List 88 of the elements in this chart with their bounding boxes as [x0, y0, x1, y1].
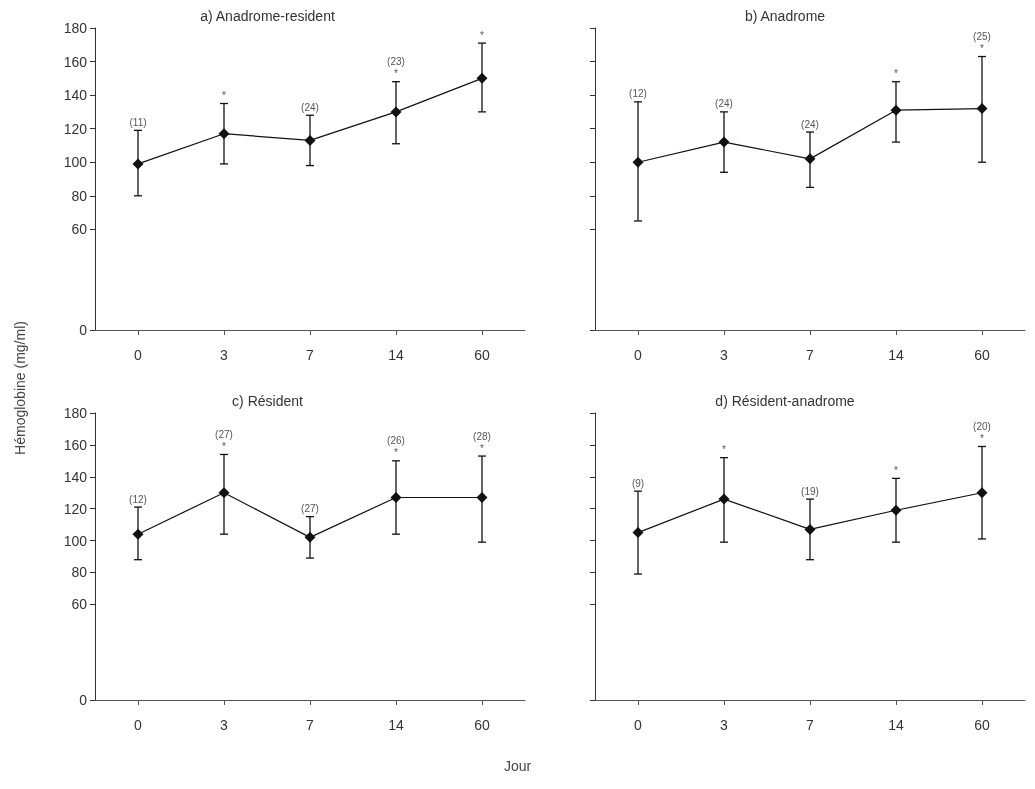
y-tick-label: 60 — [71, 596, 88, 613]
point — [390, 492, 402, 504]
y-tick-label: 160 — [63, 53, 88, 70]
point — [476, 492, 488, 504]
point — [718, 136, 730, 148]
annotation: (12) — [129, 493, 147, 505]
y-axis-title: Hémoglobine (mg/ml) — [12, 320, 28, 457]
chart-title: b) Anadrome — [744, 8, 826, 24]
y-tick-label: 180 — [63, 405, 88, 421]
point — [890, 104, 902, 116]
x-tick-label: 0 — [134, 347, 143, 363]
point — [476, 72, 488, 84]
chart-title: d) Résident-anadrome — [715, 393, 855, 409]
point — [304, 134, 316, 146]
x-tick-label: 0 — [634, 717, 643, 733]
x-tick-label: 7 — [306, 347, 315, 363]
annotation: * — [480, 29, 485, 41]
x-tick-label: 60 — [974, 717, 990, 733]
point — [804, 523, 816, 535]
y-tick-label: 0 — [79, 692, 88, 708]
y-tick-label: 0 — [79, 322, 88, 338]
annotation: * — [894, 464, 899, 476]
y-tick-label: 140 — [63, 468, 88, 485]
x-axis-title: Jour — [502, 758, 533, 774]
point — [390, 106, 402, 118]
annotation: * — [394, 68, 399, 80]
point — [632, 156, 644, 168]
point — [890, 504, 902, 516]
annotation: (27) — [215, 428, 233, 440]
annotation: (23) — [387, 56, 405, 68]
annotation: * — [980, 43, 985, 55]
point — [304, 531, 316, 543]
y-tick-label: 180 — [63, 20, 88, 36]
annotation: * — [480, 442, 485, 454]
y-tick-label: 60 — [71, 221, 88, 238]
x-tick-label: 14 — [888, 717, 904, 733]
point — [976, 103, 988, 115]
chart-title: a) Anadrome-resident — [200, 8, 335, 24]
x-tick-label: 7 — [806, 717, 815, 733]
x-tick-label: 3 — [220, 347, 229, 363]
annotation: (24) — [715, 98, 733, 110]
point — [976, 487, 988, 499]
x-tick-label: 14 — [888, 347, 904, 363]
point — [718, 493, 730, 505]
x-tick-label: 0 — [134, 717, 143, 733]
x-tick-label: 60 — [974, 347, 990, 363]
annotation: * — [894, 68, 899, 80]
y-tick-label: 80 — [71, 564, 88, 581]
x-tick-label: 7 — [306, 717, 315, 733]
annotation: * — [222, 440, 227, 452]
chart-title: c) Résident — [232, 393, 304, 409]
annotation: (24) — [801, 118, 819, 130]
x-tick-label: 60 — [474, 717, 490, 733]
annotation: (25) — [973, 31, 991, 43]
annotation: (27) — [301, 503, 319, 515]
annotation: (19) — [801, 485, 819, 497]
y-tick-label: 120 — [63, 120, 88, 137]
point — [132, 528, 144, 540]
annotation: (24) — [301, 101, 319, 113]
annotation: (12) — [629, 88, 647, 100]
y-tick-label: 80 — [71, 187, 88, 204]
annotation: * — [222, 90, 227, 101]
x-tick-label: 3 — [720, 347, 729, 363]
annotation: * — [980, 432, 985, 444]
point — [632, 527, 644, 539]
annotation: (9) — [631, 477, 645, 489]
point — [218, 487, 230, 499]
x-tick-label: 3 — [220, 717, 229, 733]
point — [218, 128, 230, 140]
x-tick-label: 0 — [634, 347, 643, 363]
annotation: (28) — [473, 430, 491, 442]
annotation: (26) — [387, 435, 405, 447]
annotation: (20) — [973, 420, 991, 432]
x-tick-label: 14 — [388, 347, 404, 363]
y-tick-label: 120 — [63, 500, 88, 517]
y-tick-label: 100 — [63, 154, 88, 171]
x-tick-label: 3 — [720, 717, 729, 733]
annotation: * — [722, 444, 727, 456]
x-tick-label: 60 — [474, 347, 490, 363]
x-tick-label: 14 — [388, 717, 404, 733]
point — [132, 158, 144, 170]
point — [804, 153, 816, 165]
annotation: * — [394, 447, 399, 459]
y-tick-label: 100 — [63, 532, 88, 549]
x-tick-label: 7 — [806, 347, 815, 363]
y-tick-label: 140 — [63, 87, 88, 104]
y-tick-label: 160 — [63, 436, 88, 453]
annotation: (11) — [129, 116, 147, 128]
